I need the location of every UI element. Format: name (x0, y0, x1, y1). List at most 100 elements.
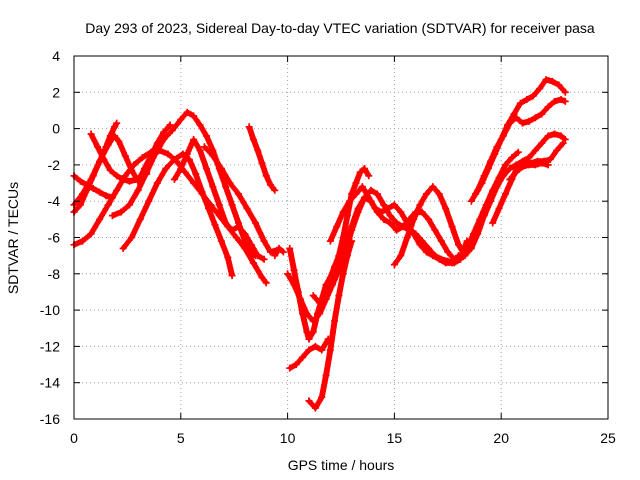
data-point (121, 152, 129, 160)
data-point (279, 248, 287, 256)
data-point (96, 188, 104, 196)
data-point (422, 248, 430, 256)
data-point (378, 208, 386, 216)
series-arc-u (472, 76, 569, 198)
y-tick-label: 0 (52, 121, 60, 137)
data-point (506, 165, 514, 173)
data-point (267, 248, 275, 256)
data-point (561, 97, 569, 105)
data-point (348, 223, 356, 231)
data-point (198, 188, 206, 196)
data-point (262, 172, 270, 180)
data-point (260, 255, 268, 263)
data-point (202, 165, 210, 173)
data-point (512, 168, 520, 176)
data-point (531, 146, 539, 154)
data-point (331, 317, 339, 325)
data-point (429, 183, 437, 191)
data-point (519, 119, 527, 127)
data-point (516, 99, 524, 107)
data-point (410, 215, 418, 223)
data-point (192, 170, 200, 178)
data-point (96, 157, 104, 165)
data-point (339, 208, 347, 216)
data-point (160, 128, 168, 136)
data-point (551, 97, 559, 105)
data-point (234, 190, 242, 198)
data-point (247, 241, 255, 249)
data-point (316, 310, 324, 318)
data-point (373, 190, 381, 198)
data-point (322, 371, 330, 379)
data-point (290, 266, 298, 274)
data-point (217, 165, 225, 173)
y-tick-label: -12 (40, 338, 60, 354)
data-point (343, 252, 351, 260)
series-arc-g (119, 150, 236, 280)
data-point (145, 197, 153, 205)
data-point (531, 161, 539, 169)
data-point (352, 190, 360, 198)
x-tick-label: 10 (280, 430, 296, 446)
data-point (365, 194, 373, 202)
data-point (399, 223, 407, 231)
data-point (538, 110, 546, 118)
data-point (538, 159, 546, 167)
data-point (531, 114, 539, 122)
data-point (87, 130, 95, 138)
data-series (70, 76, 569, 412)
data-point (416, 201, 424, 209)
data-point (346, 197, 354, 205)
data-point (243, 204, 251, 212)
data-point (371, 204, 379, 212)
data-point (162, 165, 170, 173)
x-tick-label: 20 (493, 430, 509, 446)
data-point (87, 230, 95, 238)
series-markers (246, 123, 278, 194)
series-arc-i (170, 135, 268, 263)
data-point (164, 150, 172, 158)
data-point (96, 215, 104, 223)
data-point (170, 175, 178, 183)
data-point (209, 152, 217, 160)
data-point (418, 208, 426, 216)
x-axis-label: GPS time / hours (288, 457, 395, 473)
data-point (286, 244, 294, 252)
data-point (525, 161, 533, 169)
data-point (309, 317, 317, 325)
data-point (529, 92, 537, 100)
data-point (380, 215, 388, 223)
data-point (134, 186, 142, 194)
data-point (472, 190, 480, 198)
data-point (356, 168, 364, 176)
series-arc-j (200, 143, 281, 256)
data-point (140, 165, 148, 173)
data-point (463, 237, 471, 245)
data-point (104, 141, 112, 149)
data-point (260, 237, 268, 245)
data-point (305, 346, 313, 354)
data-point (200, 143, 208, 151)
data-point (386, 212, 394, 220)
data-point (153, 139, 161, 147)
data-point (429, 252, 437, 260)
data-point (168, 126, 176, 134)
data-point (305, 335, 313, 343)
data-point (181, 168, 189, 176)
data-point (228, 226, 236, 234)
data-point (196, 146, 204, 154)
data-point (275, 244, 283, 252)
series-markers (201, 143, 280, 255)
data-point (326, 237, 334, 245)
data-point (205, 204, 213, 212)
data-point (403, 234, 411, 241)
data-point (506, 175, 514, 183)
data-point (437, 237, 445, 245)
data-point (435, 255, 443, 263)
data-point (108, 212, 116, 220)
data-point (525, 117, 533, 125)
data-point (119, 175, 127, 183)
data-point (435, 190, 443, 198)
y-tick-label: -16 (40, 411, 60, 427)
data-point (128, 234, 136, 241)
